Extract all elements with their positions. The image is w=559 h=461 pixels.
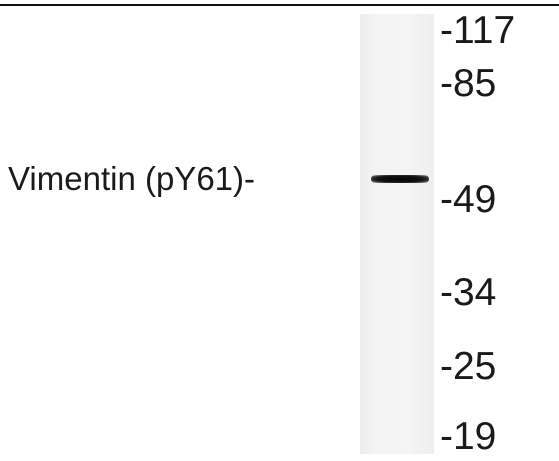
blot-lane: [360, 14, 434, 454]
marker-25: -25: [440, 345, 497, 388]
marker-85: -85: [440, 62, 497, 105]
protein-band: [371, 175, 429, 183]
marker-19: -19: [440, 415, 497, 458]
marker-34: -34: [440, 271, 497, 314]
top-border-line: [0, 4, 559, 6]
marker-117: -117: [440, 9, 516, 52]
protein-label: Vimentin (pY61)-: [8, 160, 256, 197]
marker-49: -49: [440, 178, 497, 221]
